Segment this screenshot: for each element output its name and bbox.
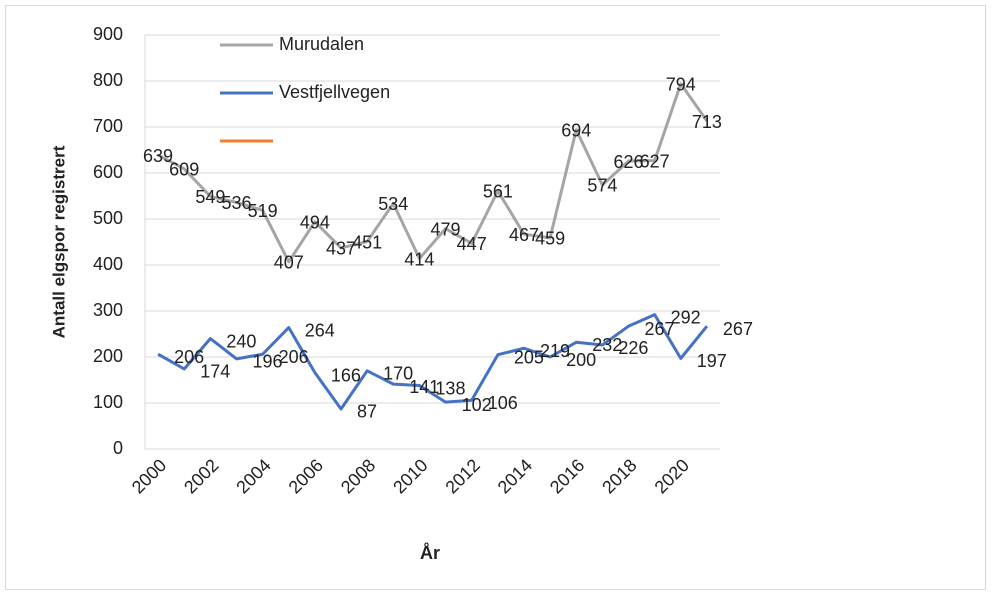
data-label: 264 — [305, 320, 335, 340]
data-label: 437 — [326, 239, 356, 259]
data-label: 467 — [509, 225, 539, 245]
chart-border — [5, 5, 986, 590]
legend-label: Murudalen — [279, 34, 364, 54]
data-label: 87 — [357, 402, 377, 422]
data-label: 267 — [645, 319, 675, 339]
data-label: 549 — [195, 187, 225, 207]
data-label: 609 — [169, 160, 199, 180]
data-label: 534 — [378, 194, 408, 214]
data-label: 627 — [640, 151, 670, 171]
y-tick-label: 500 — [93, 208, 123, 228]
y-tick-label: 900 — [93, 24, 123, 44]
data-label: 196 — [252, 352, 282, 372]
data-label: 226 — [618, 338, 648, 358]
data-label: 240 — [226, 331, 256, 351]
data-label: 292 — [671, 307, 701, 327]
x-axis-title: År — [420, 543, 440, 563]
y-tick-label: 200 — [93, 346, 123, 366]
legend-label: Vestfjellvegen — [279, 82, 390, 102]
y-tick-label: 800 — [93, 70, 123, 90]
data-label: 639 — [143, 146, 173, 166]
data-label: 200 — [566, 350, 596, 370]
data-label: 451 — [352, 232, 382, 252]
y-tick-label: 600 — [93, 162, 123, 182]
y-tick-label: 100 — [93, 392, 123, 412]
data-label: 206 — [174, 347, 204, 367]
series-line — [157, 82, 709, 264]
data-label: 561 — [483, 182, 513, 202]
data-label: 205 — [514, 347, 544, 367]
y-tick-label: 400 — [93, 254, 123, 274]
data-label: 232 — [592, 335, 622, 355]
series-line — [157, 313, 709, 411]
data-label: 267 — [723, 319, 753, 339]
data-label: 447 — [457, 234, 487, 254]
y-axis-title: Antall elgspor registrert — [49, 145, 68, 338]
data-label: 106 — [488, 393, 518, 413]
data-label: 170 — [383, 364, 413, 384]
data-label: 479 — [431, 219, 461, 239]
data-label: 626 — [613, 152, 643, 172]
data-label: 138 — [435, 378, 465, 398]
data-label: 407 — [274, 253, 304, 273]
y-tick-label: 700 — [93, 116, 123, 136]
data-label: 794 — [666, 75, 696, 95]
data-label: 206 — [279, 347, 309, 367]
data-label: 166 — [331, 365, 361, 385]
data-label: 197 — [697, 351, 727, 371]
data-label: 519 — [248, 201, 278, 221]
data-label: 102 — [462, 395, 492, 415]
data-label: 141 — [409, 377, 439, 397]
data-label: 414 — [404, 249, 434, 269]
data-label: 574 — [587, 176, 617, 196]
data-label: 219 — [540, 341, 570, 361]
y-tick-label: 300 — [93, 300, 123, 320]
data-label: 536 — [221, 193, 251, 213]
y-tick-label: 0 — [113, 438, 123, 458]
data-label: 694 — [561, 121, 591, 141]
data-label: 174 — [200, 362, 230, 382]
data-label: 459 — [535, 229, 565, 249]
data-label: 494 — [300, 213, 330, 233]
data-label: 713 — [692, 112, 722, 132]
